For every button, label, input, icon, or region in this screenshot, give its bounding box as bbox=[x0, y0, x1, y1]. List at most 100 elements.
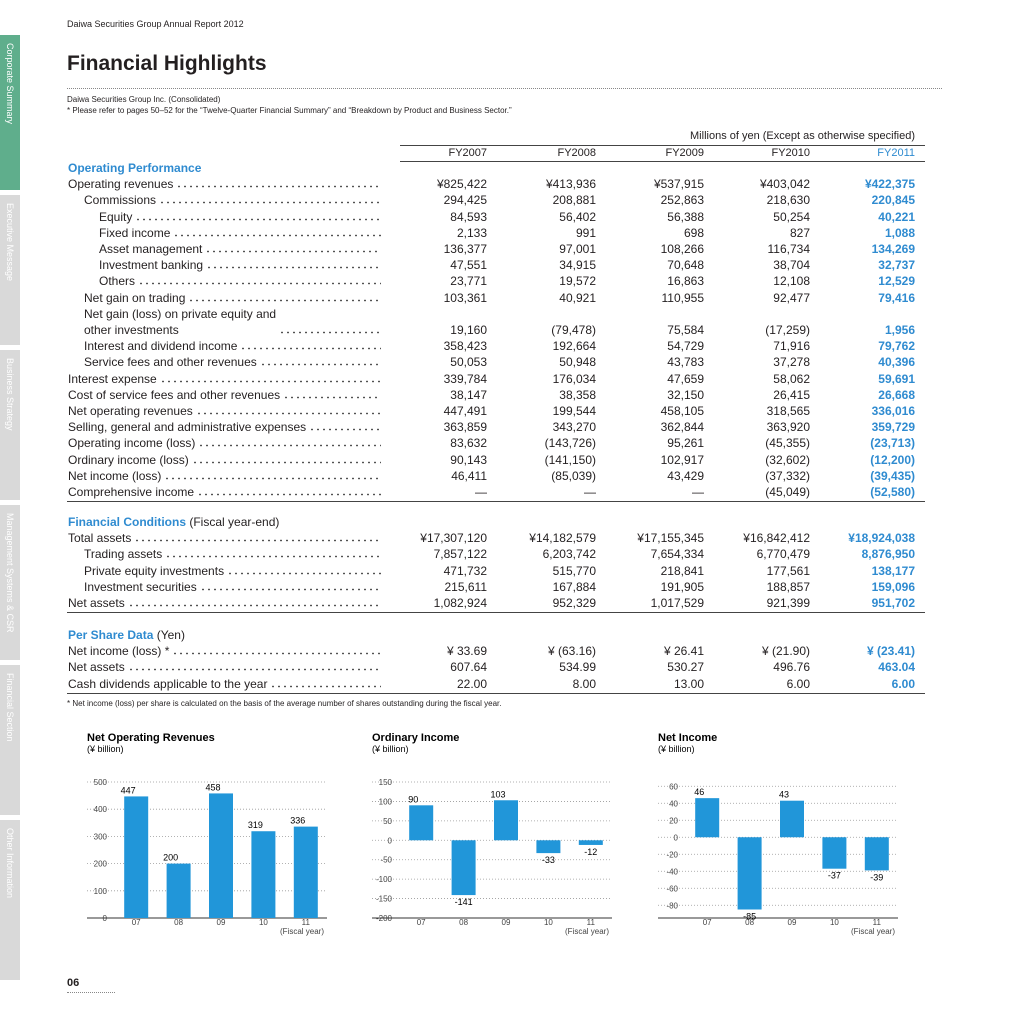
cell-value: 6,770,479 bbox=[756, 547, 810, 562]
dot-leader bbox=[159, 201, 381, 206]
cell-value: 530.27 bbox=[667, 660, 704, 675]
cell-value: 339,784 bbox=[443, 371, 487, 386]
table-row: Investment securities 215,611 167,884 191,9… bbox=[67, 578, 927, 595]
row-label-cell: Comprehensive income bbox=[67, 484, 385, 500]
cell-value: 70,648 bbox=[667, 258, 704, 273]
cell-value: 58,062 bbox=[773, 371, 810, 386]
cell-value: 362,844 bbox=[660, 420, 704, 435]
section-rule bbox=[67, 692, 925, 694]
cell-value: 102,917 bbox=[660, 452, 704, 467]
value-label: -85 bbox=[743, 912, 756, 922]
cell-value: 97,001 bbox=[559, 242, 596, 256]
y-tick-label: 500 bbox=[94, 778, 108, 787]
row-label: Service fees and other revenues bbox=[84, 354, 260, 371]
side-tab: Business Strategy bbox=[0, 350, 20, 500]
cell-value: 19,572 bbox=[559, 274, 596, 289]
title-rule bbox=[67, 88, 942, 89]
bar bbox=[494, 800, 518, 841]
table-row: Private equity investments 471,732 515,770… bbox=[67, 562, 927, 579]
table-row: Asset management 136,377 97,001 108,266 116,… bbox=[67, 241, 927, 257]
cell-value: 47,551 bbox=[450, 258, 487, 273]
cell-value: 108,266 bbox=[660, 242, 704, 256]
x-tick-label: 10 bbox=[544, 918, 553, 927]
row-label-cell: Selling, general and administrative expe… bbox=[67, 419, 385, 436]
value-label: 46 bbox=[694, 787, 704, 797]
cell-value: 12,529 bbox=[878, 274, 915, 289]
cell-value: 458,105 bbox=[660, 404, 704, 418]
cell-value: ¥ (23.41) bbox=[866, 644, 915, 659]
dot-leader bbox=[283, 395, 381, 400]
x-tick-label: 09 bbox=[502, 918, 511, 927]
y-tick-label: 300 bbox=[94, 832, 108, 841]
row-label: Investment securities bbox=[84, 578, 200, 595]
row-label-cell: Total assets bbox=[67, 530, 385, 547]
dot-leader bbox=[127, 668, 381, 673]
bar bbox=[780, 800, 804, 838]
row-label: Operating revenues bbox=[68, 176, 177, 193]
value-label: 447 bbox=[121, 785, 136, 795]
cell-value: 50,053 bbox=[450, 355, 487, 370]
row-label-cell: Net income (loss) bbox=[67, 467, 385, 484]
cell-value: ¥ 33.69 bbox=[446, 644, 487, 659]
cell-value: 90,143 bbox=[450, 452, 487, 467]
cell-value: (17,259) bbox=[765, 323, 810, 337]
table-row: Trading assets 7,857,122 6,203,742 7,654,33… bbox=[67, 546, 927, 563]
cell-value: 6,203,742 bbox=[542, 547, 596, 562]
page-title: Financial Highlights bbox=[67, 52, 267, 75]
section-title: Per Share Data (Yen) bbox=[68, 627, 185, 643]
cell-value: 13.00 bbox=[673, 676, 704, 691]
side-tab-label: Corporate Summary bbox=[5, 43, 15, 125]
column-header: FY2008 bbox=[557, 147, 596, 159]
table-row: Ordinary income (loss) 90,143 (141,150) 102… bbox=[67, 451, 927, 468]
y-tick-label: 20 bbox=[669, 816, 678, 825]
bar bbox=[864, 837, 889, 871]
cell-value: 607.64 bbox=[450, 660, 487, 675]
y-tick-label: -150 bbox=[376, 895, 393, 904]
y-tick-label: -60 bbox=[666, 884, 678, 893]
cell-value: (23,713) bbox=[870, 436, 915, 451]
side-tab-label: Other Information bbox=[5, 828, 15, 899]
y-tick-label: -200 bbox=[376, 914, 393, 923]
value-label: 319 bbox=[248, 820, 263, 830]
cell-value: 1,017,529 bbox=[650, 596, 704, 610]
cell-value: (45,355) bbox=[765, 436, 810, 451]
cell-value: ¥ (21.90) bbox=[761, 644, 810, 659]
cell-value: 167,884 bbox=[552, 579, 596, 594]
table-row: Net income (loss) 46,411 (85,039) 43,429 (37… bbox=[67, 467, 927, 484]
cell-value: 921,399 bbox=[766, 596, 810, 610]
y-axis-unit: (¥ billion) bbox=[658, 744, 695, 754]
section-title-text: Financial Conditions bbox=[68, 515, 187, 529]
cell-value: 208,881 bbox=[552, 193, 596, 208]
cell-value: 188,857 bbox=[766, 579, 810, 594]
side-tab: Corporate Summary bbox=[0, 35, 20, 190]
table-row: Service fees and other revenues 50,053 50,… bbox=[67, 354, 927, 371]
row-label-cell: Cash dividends applicable to the year bbox=[67, 675, 385, 692]
cell-value: (79,478) bbox=[551, 323, 596, 337]
x-tick-label: 11 bbox=[873, 918, 882, 927]
row-label-cell: Interest and dividend income bbox=[67, 338, 385, 355]
cell-value: 358,423 bbox=[443, 339, 487, 354]
row-label: Cash dividends applicable to the year bbox=[68, 675, 271, 692]
cell-value: 23,771 bbox=[450, 274, 487, 289]
y-axis-unit: (¥ billion) bbox=[87, 744, 124, 754]
row-label-cell: Operating revenues bbox=[67, 176, 385, 193]
cell-value: 26,668 bbox=[878, 387, 915, 402]
cell-value: (52,580) bbox=[870, 485, 915, 499]
cell-value: 199,544 bbox=[552, 404, 596, 418]
table-row: Interest and dividend income 358,423 192,6… bbox=[67, 338, 927, 355]
cell-value: 83,632 bbox=[450, 436, 487, 451]
y-tick-label: 100 bbox=[94, 887, 108, 896]
cell-value: 363,859 bbox=[443, 420, 487, 435]
row-label-cell: Asset management bbox=[67, 241, 385, 257]
y-tick-label: -50 bbox=[380, 856, 392, 865]
x-tick-label: 08 bbox=[459, 918, 468, 927]
row-label: Investment banking bbox=[99, 257, 207, 274]
running-title: Daiwa Securities Group Annual Report 201… bbox=[67, 19, 244, 29]
cell-value: 95,261 bbox=[667, 436, 704, 451]
column-header: FY2010 bbox=[771, 147, 810, 159]
cell-value: 336,016 bbox=[871, 404, 915, 418]
row-label: Others bbox=[99, 273, 139, 290]
cell-value: 359,729 bbox=[871, 420, 915, 435]
cell-value: 294,425 bbox=[443, 193, 487, 208]
value-label: -33 bbox=[542, 855, 555, 865]
